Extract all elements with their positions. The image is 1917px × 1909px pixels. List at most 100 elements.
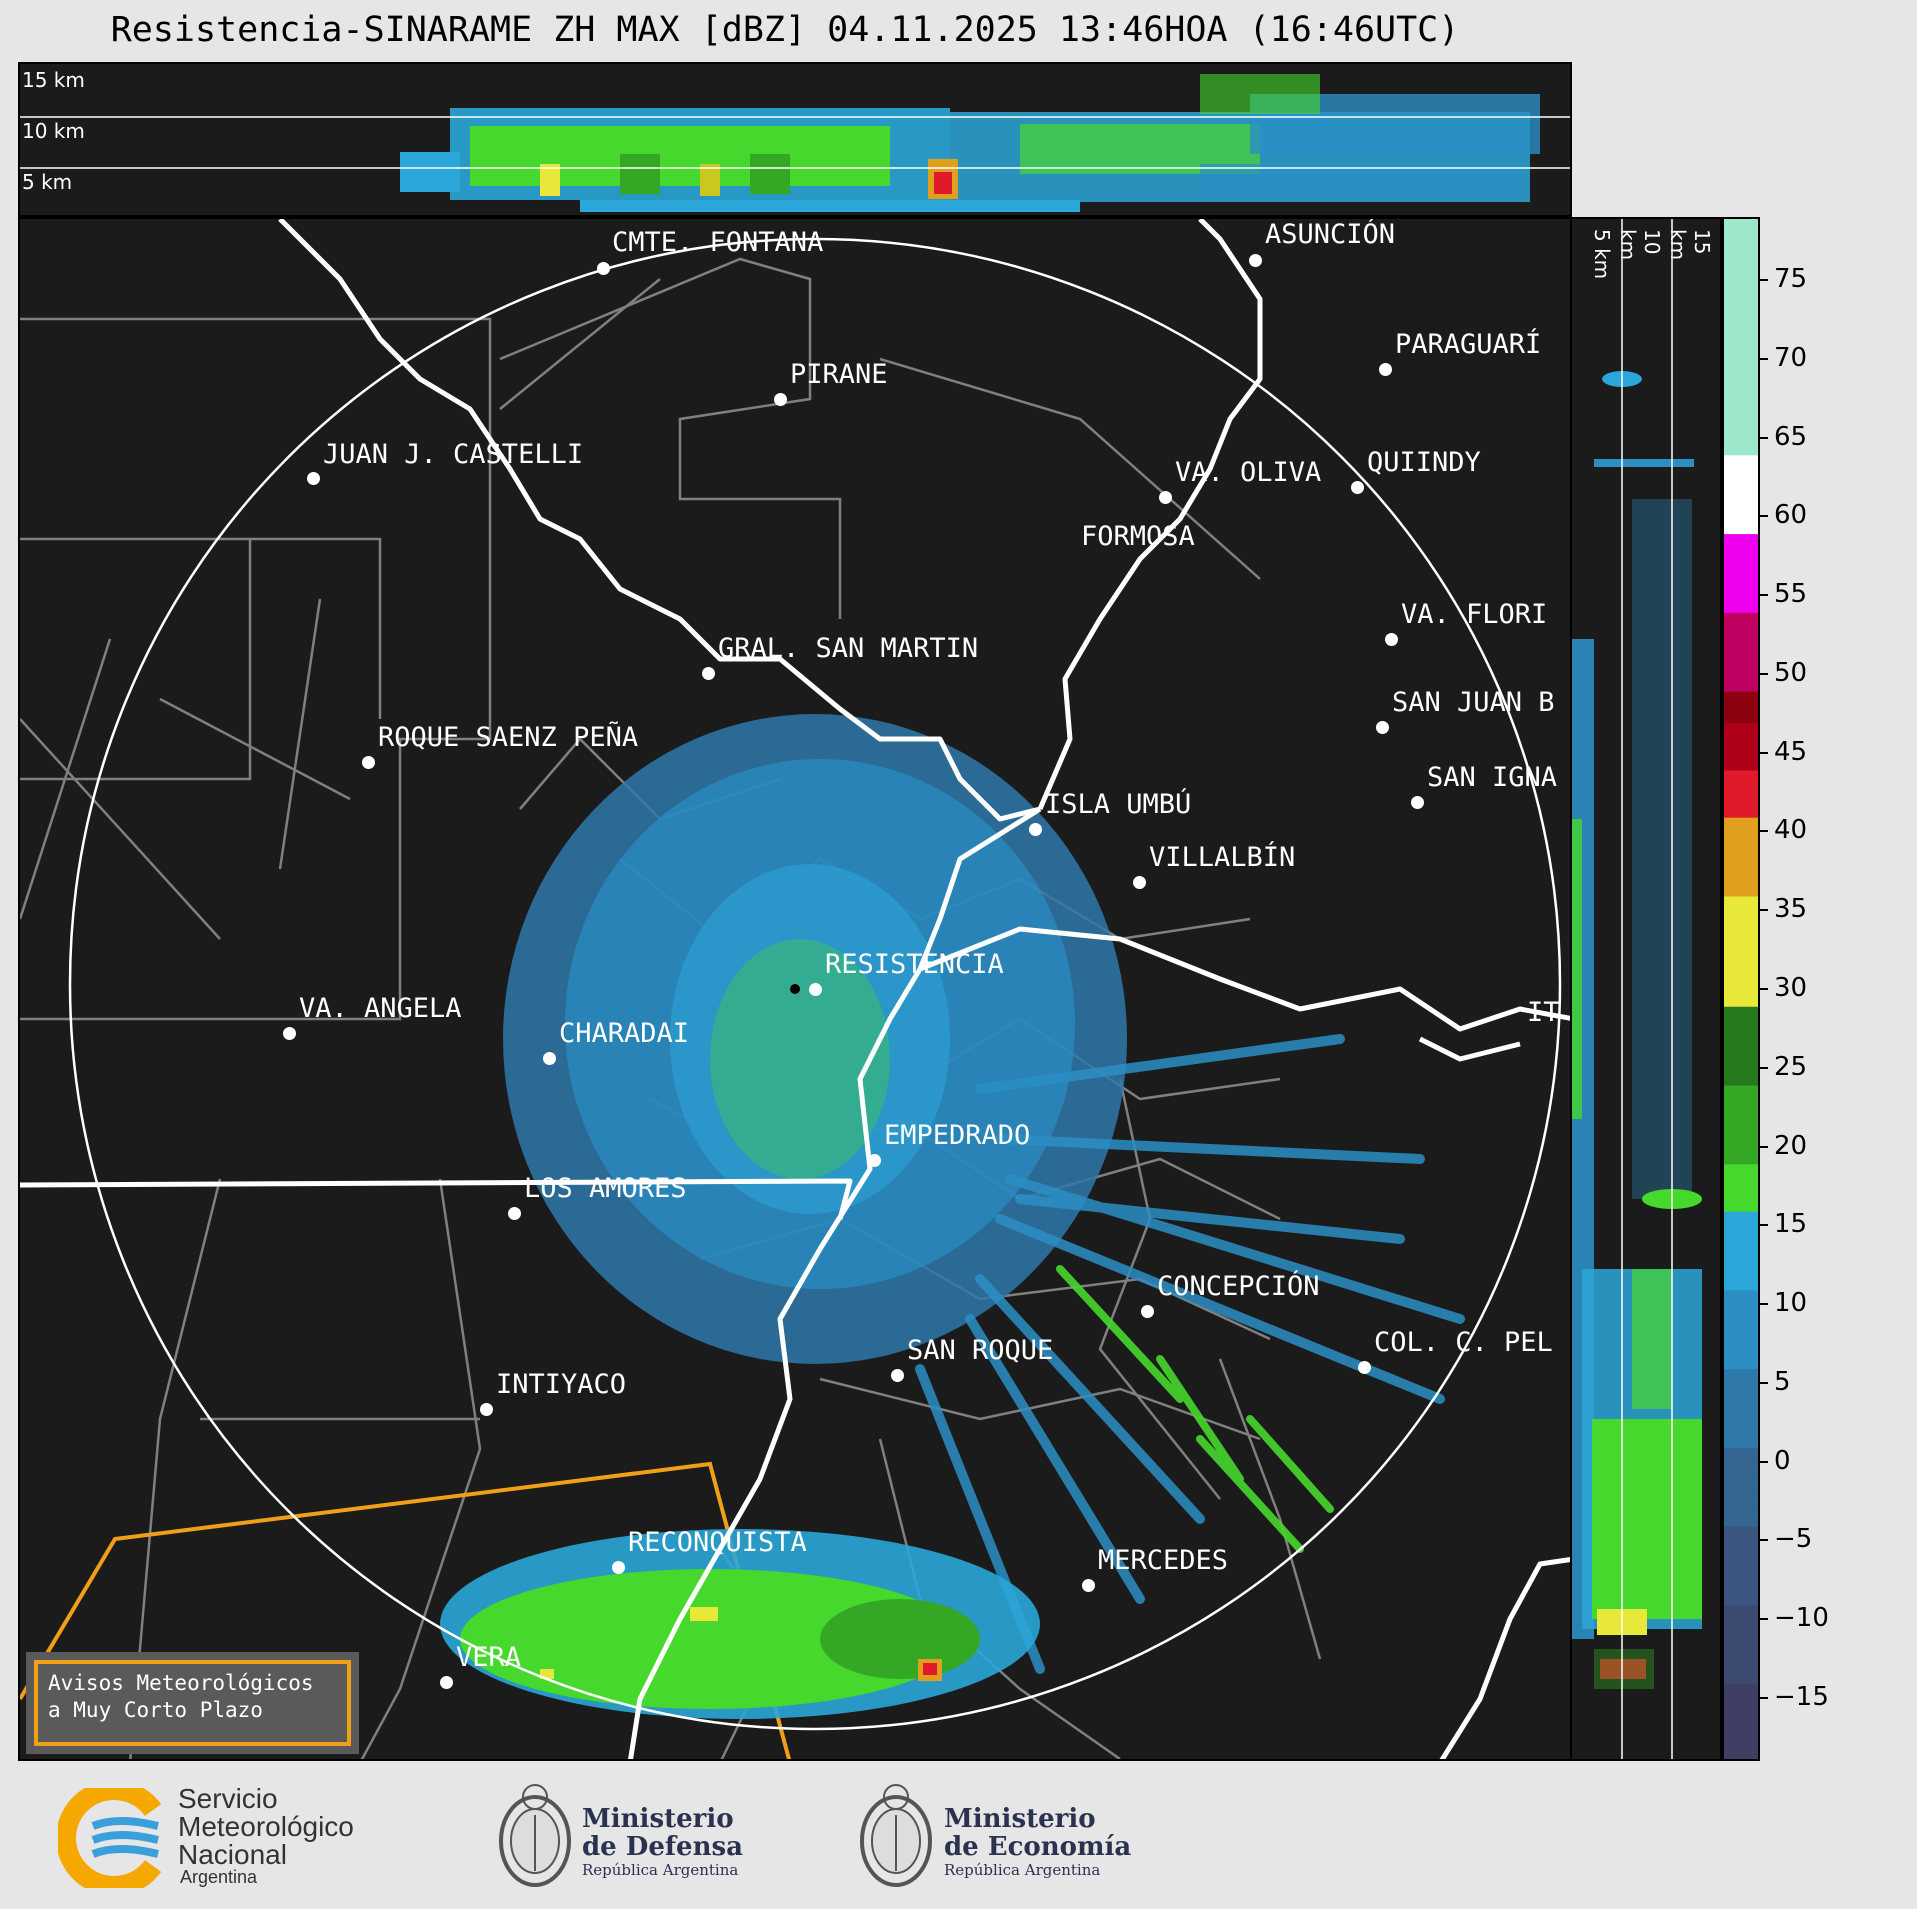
colorbar-tick-label: 0 [1760, 1446, 1791, 1476]
colorbar-tick-label: −10 [1760, 1603, 1829, 1633]
colorbar-segment [1724, 1510, 1758, 1528]
colorbar-segment [1724, 1085, 1758, 1103]
colorbar-tick-label: 40 [1759, 815, 1807, 845]
colorbar-segment [1724, 266, 1758, 284]
colorbar-tick-label: 60 [1759, 500, 1807, 530]
colorbar-segment [1724, 864, 1758, 882]
colorbar-segment [1724, 1573, 1758, 1591]
city-dot [1159, 491, 1172, 504]
colorbar-segment [1724, 723, 1758, 740]
city-label-gral-san-martin: GRAL. SAN MARTIN [718, 633, 979, 664]
city-label-empedrado: EMPEDRADO [884, 1120, 1031, 1151]
top-echo-band [400, 74, 1540, 212]
colorbar-segment [1724, 1337, 1758, 1355]
colorbar-tick-label: 5 [1760, 1367, 1791, 1397]
colorbar-segment [1724, 455, 1758, 473]
colorbar-segment [1724, 502, 1758, 520]
city-label-concepcion: CONCEPCIÓN [1157, 1271, 1320, 1302]
colorbar-segment [1724, 219, 1758, 236]
colorbar-segment [1724, 1054, 1758, 1071]
colorbar-segment [1724, 975, 1758, 992]
city-dot [1379, 363, 1392, 376]
colorbar-segment [1724, 486, 1758, 504]
colorbar-segment [1724, 1274, 1758, 1292]
city-dot [1411, 796, 1424, 809]
economia-sub: República Argentina [944, 1861, 1101, 1879]
colorbar-segment [1724, 912, 1758, 929]
colorbar-tick-label: 45 [1759, 737, 1807, 767]
city-label-asuncion: ASUNCIÓN [1265, 219, 1396, 250]
city-label-los-amores: LOS AMORES [524, 1173, 687, 1204]
colorbar-segment [1724, 880, 1758, 898]
city-dot [440, 1676, 453, 1689]
colorbar-segment [1724, 471, 1758, 488]
smn-line1: Servicio [178, 1783, 278, 1814]
city-label-intiyaco: INTIYACO [496, 1369, 627, 1400]
city-label-resistencia: RESISTENCIA [825, 949, 1004, 980]
warning-legend-line1: Avisos Meteorológicos [48, 1671, 314, 1695]
city-dot [1249, 254, 1262, 267]
colorbar-segment [1724, 1306, 1758, 1323]
colorbar-segment [1724, 1684, 1758, 1701]
city-label-reconquista: RECONQUISTA [628, 1527, 807, 1558]
colorbar-segment [1724, 927, 1758, 945]
defensa-line1: Ministerio [582, 1804, 734, 1834]
city-label-villalbin: VILLALBÍN [1149, 842, 1296, 873]
colorbar-segment [1724, 1069, 1758, 1087]
radar-map[interactable]: CMTE. FONTANA ASUNCIÓN PIRANE PARAGUARÍ … [18, 217, 1572, 1761]
height-label-10km: 10 km [22, 119, 85, 143]
colorbar-tick-label: 55 [1759, 579, 1807, 609]
colorbar-tick-label: 65 [1759, 422, 1807, 452]
smn-logo-sub: Argentina [180, 1867, 258, 1887]
colorbar-tick-label: 25 [1759, 1052, 1807, 1082]
city-dot [1133, 876, 1146, 889]
colorbar-segment [1724, 1542, 1758, 1560]
colorbar-tick-label: 30 [1759, 973, 1807, 1003]
colorbar-tick-label: −5 [1759, 1524, 1812, 1554]
city-label-isla-umbu: ISLA UMBÚ [1045, 789, 1192, 820]
radar-map-svg [20, 219, 1570, 1759]
city-label-va-flori: VA. FLORI [1401, 599, 1548, 630]
colorbar-segment [1724, 1148, 1758, 1166]
colorbar-segment [1724, 1164, 1758, 1182]
colorbar-segment [1724, 1447, 1758, 1465]
city-label-quiindy: QUIINDY [1367, 447, 1481, 478]
city-dot [1385, 633, 1398, 646]
colorbar-segment [1724, 770, 1758, 788]
colorbar-segment [1724, 1747, 1758, 1759]
colorbar-segment [1724, 297, 1758, 315]
colorbar-segment [1724, 1432, 1758, 1449]
colorbar-segment [1724, 250, 1758, 268]
colorbar-segment [1724, 1006, 1758, 1024]
colorbar-segment [1724, 1258, 1758, 1276]
city-label-cmte-fontana: CMTE. FONTANA [612, 227, 824, 258]
city-label-vera: VERA [456, 1642, 522, 1673]
dbz-colorbar [1722, 217, 1760, 1761]
city-label-roque-saenz-pena: ROQUE SAENZ PEÑA [378, 722, 639, 753]
side-height-label-5km: 5 km [1590, 229, 1614, 280]
colorbar-segment [1724, 628, 1758, 646]
city-dot [307, 472, 320, 485]
city-label-va-oliva: VA. OLIVA [1175, 457, 1322, 488]
city-dot [612, 1561, 625, 1574]
smn-line3: Nacional [178, 1839, 287, 1870]
city-label-it: IT [1527, 997, 1560, 1028]
colorbar-segment [1724, 1621, 1758, 1638]
city-label-juan-j-castelli: JUAN J. CASTELLI [323, 439, 584, 470]
city-dot [597, 262, 610, 275]
colorbar-segment [1724, 1589, 1758, 1607]
city-dot [774, 393, 787, 406]
side-height-label-15km: 15 km [1666, 229, 1714, 261]
height-label-15km: 15 km [22, 68, 85, 92]
city-label-col-c-pel: COL. C. PEL [1374, 1327, 1553, 1358]
colorbar-segment [1724, 754, 1758, 772]
colorbar-segment [1724, 943, 1758, 961]
colorbar-segment [1724, 392, 1758, 410]
colorbar-segment [1724, 1369, 1758, 1386]
colorbar-segment [1724, 1416, 1758, 1434]
colorbar-segment [1724, 1321, 1758, 1339]
colorbar-segment [1724, 801, 1758, 819]
colorbar-segment [1724, 1132, 1758, 1150]
city-label-paraguari: PARAGUARÍ [1395, 329, 1542, 360]
colorbar-segment [1724, 691, 1758, 709]
